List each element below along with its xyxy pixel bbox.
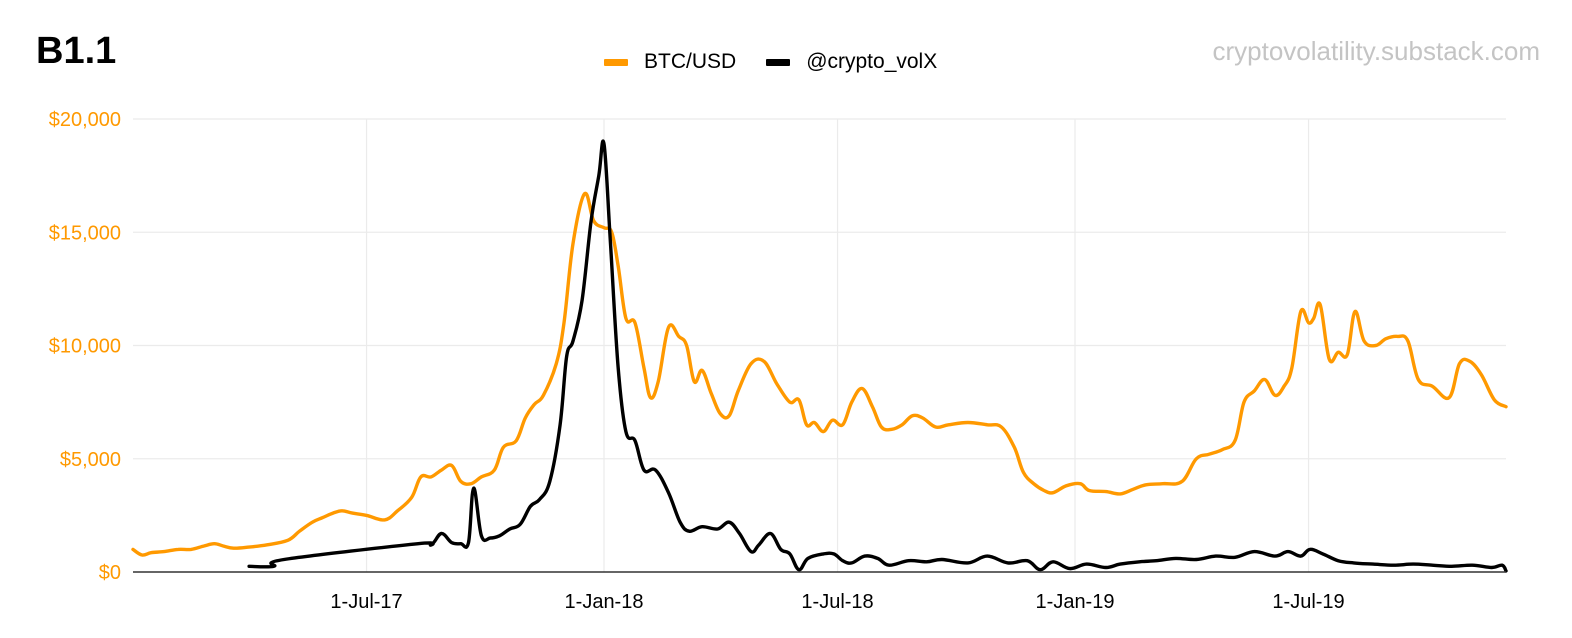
x-tick-label: 1-Jul-18: [801, 591, 873, 613]
legend-item-volx: @crypto_volX: [766, 50, 937, 74]
watermark: cryptovolatility.substack.com: [1212, 36, 1540, 66]
series-lines: [131, 139, 1508, 573]
y-tick-label: $5,000: [60, 449, 121, 471]
figure-label: B1.1: [36, 30, 117, 72]
legend-item-btc: BTC/USD: [604, 50, 736, 74]
grid-lines: [133, 118, 1506, 572]
legend: BTC/USD @crypto_volX: [604, 50, 967, 74]
x-tick-label: 1-Jul-17: [330, 591, 402, 613]
y-tick-label: $10,000: [49, 336, 121, 358]
legend-swatch-btc: [604, 58, 628, 66]
legend-label-btc: BTC/USD: [644, 50, 737, 73]
y-tick-label: $15,000: [49, 222, 121, 244]
x-tick-label: 1-Jan-19: [1036, 591, 1115, 613]
y-axis-ticks: $0 $5,000 $10,000 $15,000 $20,000: [49, 109, 121, 584]
x-tick-label: 1-Jul-19: [1272, 591, 1344, 613]
x-axis-ticks: 1-Jul-17 1-Jan-18 1-Jul-18 1-Jan-19 1-Jul-19: [330, 591, 1344, 613]
legend-label-volx: @crypto_volX: [806, 50, 938, 73]
series-line-volx: [247, 139, 1508, 573]
series-line-btc: [131, 191, 1508, 557]
y-tick-label: $0: [99, 562, 121, 584]
x-tick-label: 1-Jan-18: [565, 591, 644, 613]
legend-swatch-volx: [766, 58, 791, 66]
y-tick-label: $20,000: [49, 109, 121, 131]
